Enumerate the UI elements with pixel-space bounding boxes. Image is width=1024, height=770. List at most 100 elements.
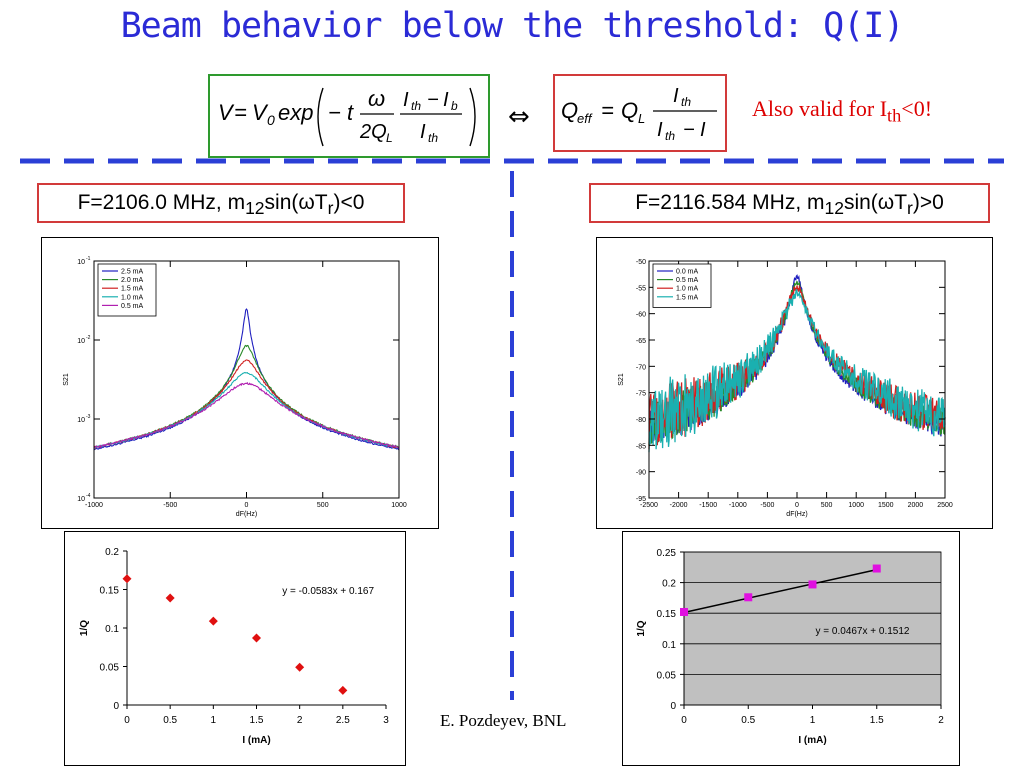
left-label-omega: ω [298,191,315,214]
right-label-sub: 12 [824,198,844,219]
y-tick-exponent: -3 [86,414,91,420]
right-label-mid: sin( [843,191,878,214]
right-spectrum-frame: -2500 -2000 -1500 -1000 -500 0 500 1000 1500 2000… [596,237,993,529]
legend-entry: 0.5 mA [676,277,699,284]
x-tick-label: -2000 [670,502,688,509]
data-point [680,607,688,616]
y-tick-exponent: -4 [86,493,91,499]
x-tick-label: -500 [163,502,177,509]
legend-entry: 2.0 mA [121,277,144,284]
right-label-t-sub: r [907,198,913,219]
legend: 0.0 mA0.5 mA 1.0 mA1.5 mA [652,263,712,308]
eq1-num-minus: − [427,89,439,111]
right-label-suffix: )>0 [912,191,944,214]
series-line-1-0-mA [648,284,946,450]
eq1-v0-sub: 0 [267,112,275,128]
y-tick-label: 0.1 [662,640,676,651]
eq2-den-ith-sub: th [665,129,675,143]
eq1-right-paren [469,87,476,147]
eq2-q-sub: eff [577,111,593,126]
legend-entry: 0.5 mA [121,303,144,310]
y-tick-label: 10 [77,338,85,345]
eq2-ql: Q [621,98,638,123]
voltage-equation-box: V = V 0 exp − t ω 2Q L I th − I b I th [208,74,490,158]
y-tick-label: 0.05 [100,663,120,674]
y-axis-label: 1/Q [79,620,90,636]
eq2-den-ith: I [657,119,663,141]
left-label-t: T [314,191,328,214]
x-tick-label: 0.5 [163,715,177,726]
x-tick-label: 1500 [878,502,894,509]
eq1-equals: = [234,100,247,125]
eq2-num-ith-sub: th [681,95,691,109]
y-tick-label: -90 [636,470,646,477]
left-frequency-label: F=2106.0 MHz, m12sin(ωTr)<0 [37,183,405,223]
eq1-num-ib-sub: b [451,99,458,113]
data-point [252,633,261,643]
x-tick-label: 0 [681,715,687,726]
voltage-equation: V = V 0 exp − t ω 2Q L I th − I b I th [218,86,476,147]
eq1-v0: V [252,100,269,125]
eq1-num-ith-sub: th [411,99,421,113]
y-tick-label: -75 [636,391,646,398]
legend-box [97,263,157,317]
x-tick-label: -1000 [85,502,103,509]
data-point [165,593,175,603]
right-label-omega: ω [877,191,895,214]
qeff-equation: Q eff = Q L I th I th − I [561,85,717,143]
y-tick-label: -50 [636,259,646,266]
y-tick-label: 10 [77,417,85,424]
eq1-lhs: V [218,100,235,125]
x-tick-label: 2 [938,715,944,726]
trend-line [683,568,877,614]
left-invq-chart: 0 0.5 1 1.5 2 2.5 3 0 0.05 0.1 0.15 0.2 I (mA) 1/Q y =… [79,547,389,746]
x-tick-label: -1500 [699,502,717,509]
x-tick-label: 2000 [908,502,924,509]
x-axis-label: dF(Hz) [236,511,257,518]
y-tick-label: 10 [77,496,85,503]
y-tick-exponent: -2 [86,335,91,341]
left-invq-frame: 0 0.5 1 1.5 2 2.5 3 0 0.05 0.1 0.15 0.2 I (mA) 1/Q y =… [64,531,406,766]
x-tick-label: 0 [124,715,130,726]
x-tick-label: 500 [821,502,833,509]
y-tick-label: -60 [636,312,646,319]
data-point [744,593,753,602]
y-axis-label: 1/Q [636,620,647,636]
eq1-left-paren [317,87,324,147]
plot-area: 0 0.5 1 1.5 2 2.5 3 0 0.05 0.1 0.15 0.2 I (mA) 1/Q y =… [79,547,389,746]
eq2-den-minus: − [683,119,695,141]
also-valid-suffix: <0! [901,96,933,121]
right-label-prefix: F=2116.584 MHz, m [635,191,825,214]
data-point [808,580,817,589]
x-tick-label: 0.5 [741,715,755,726]
x-tick-label: 0 [245,502,249,509]
eq2-equals: = [601,98,614,123]
x-tick-label: 1 [810,715,816,726]
left-label-sub: 12 [245,198,265,219]
y-tick-label: -80 [636,417,646,424]
eq1-2q: 2Q [359,121,387,143]
eq2-num-ith: I [673,85,679,107]
x-tick-label: 2.5 [336,715,350,726]
series-line-0-5-mA [93,381,400,449]
eq1-q-sub: L [386,131,393,145]
eq1-exp: exp [278,100,313,125]
y-tick-label: 0.2 [662,579,676,590]
y-tick-label: -85 [636,443,646,450]
y-tick-label: 0.05 [657,670,677,681]
x-tick-label: -2500 [640,502,658,509]
y-tick-label: 0.25 [657,548,677,559]
plot-background [683,551,942,706]
x-tick-label: 3 [383,715,389,726]
legend-entry: 1.5 mA [121,286,144,293]
legend-entry: 1.0 mA [676,286,699,293]
plot-area: -2500 -2000 -1500 -1000 -500 0 500 1000 1500 2000… [618,259,953,518]
x-tick-label: 500 [317,502,329,509]
data-point [122,574,132,584]
eq2-den-i: I [700,119,706,141]
y-tick-label: -55 [636,285,646,292]
data-point [872,564,881,573]
data-point [338,685,348,695]
right-spectrum-chart: -2500 -2000 -1500 -1000 -500 0 500 1000 1500 2000… [618,259,953,518]
